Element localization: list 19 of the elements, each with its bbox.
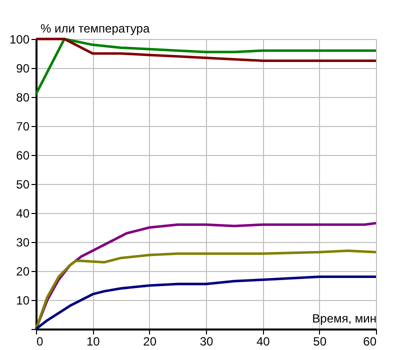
- y-tick-label: 60: [16, 148, 30, 162]
- y-tick-label: 90: [16, 62, 30, 76]
- x-tick-label: 50: [313, 334, 327, 348]
- y-tick-label: 10: [16, 294, 30, 308]
- y-tick-label: 20: [16, 264, 30, 278]
- y-axis-title: % или температура: [40, 22, 150, 36]
- y-tick-label: 50: [16, 178, 30, 192]
- y-tick-label: 30: [16, 236, 30, 250]
- y-tick-label: 100: [9, 32, 30, 46]
- x-axis-title: Время, мин: [312, 312, 376, 326]
- x-tick-label: 10: [86, 334, 100, 348]
- x-tick-label: 0: [36, 334, 44, 348]
- x-tick-label: 20: [143, 334, 157, 348]
- x-tick-label: 40: [256, 334, 270, 348]
- y-tick-label: 70: [16, 120, 30, 134]
- x-tick-label: 60: [363, 334, 377, 348]
- y-tick-label: 80: [16, 90, 30, 104]
- x-tick-label: 30: [200, 334, 214, 348]
- y-tick-label: 40: [16, 206, 30, 220]
